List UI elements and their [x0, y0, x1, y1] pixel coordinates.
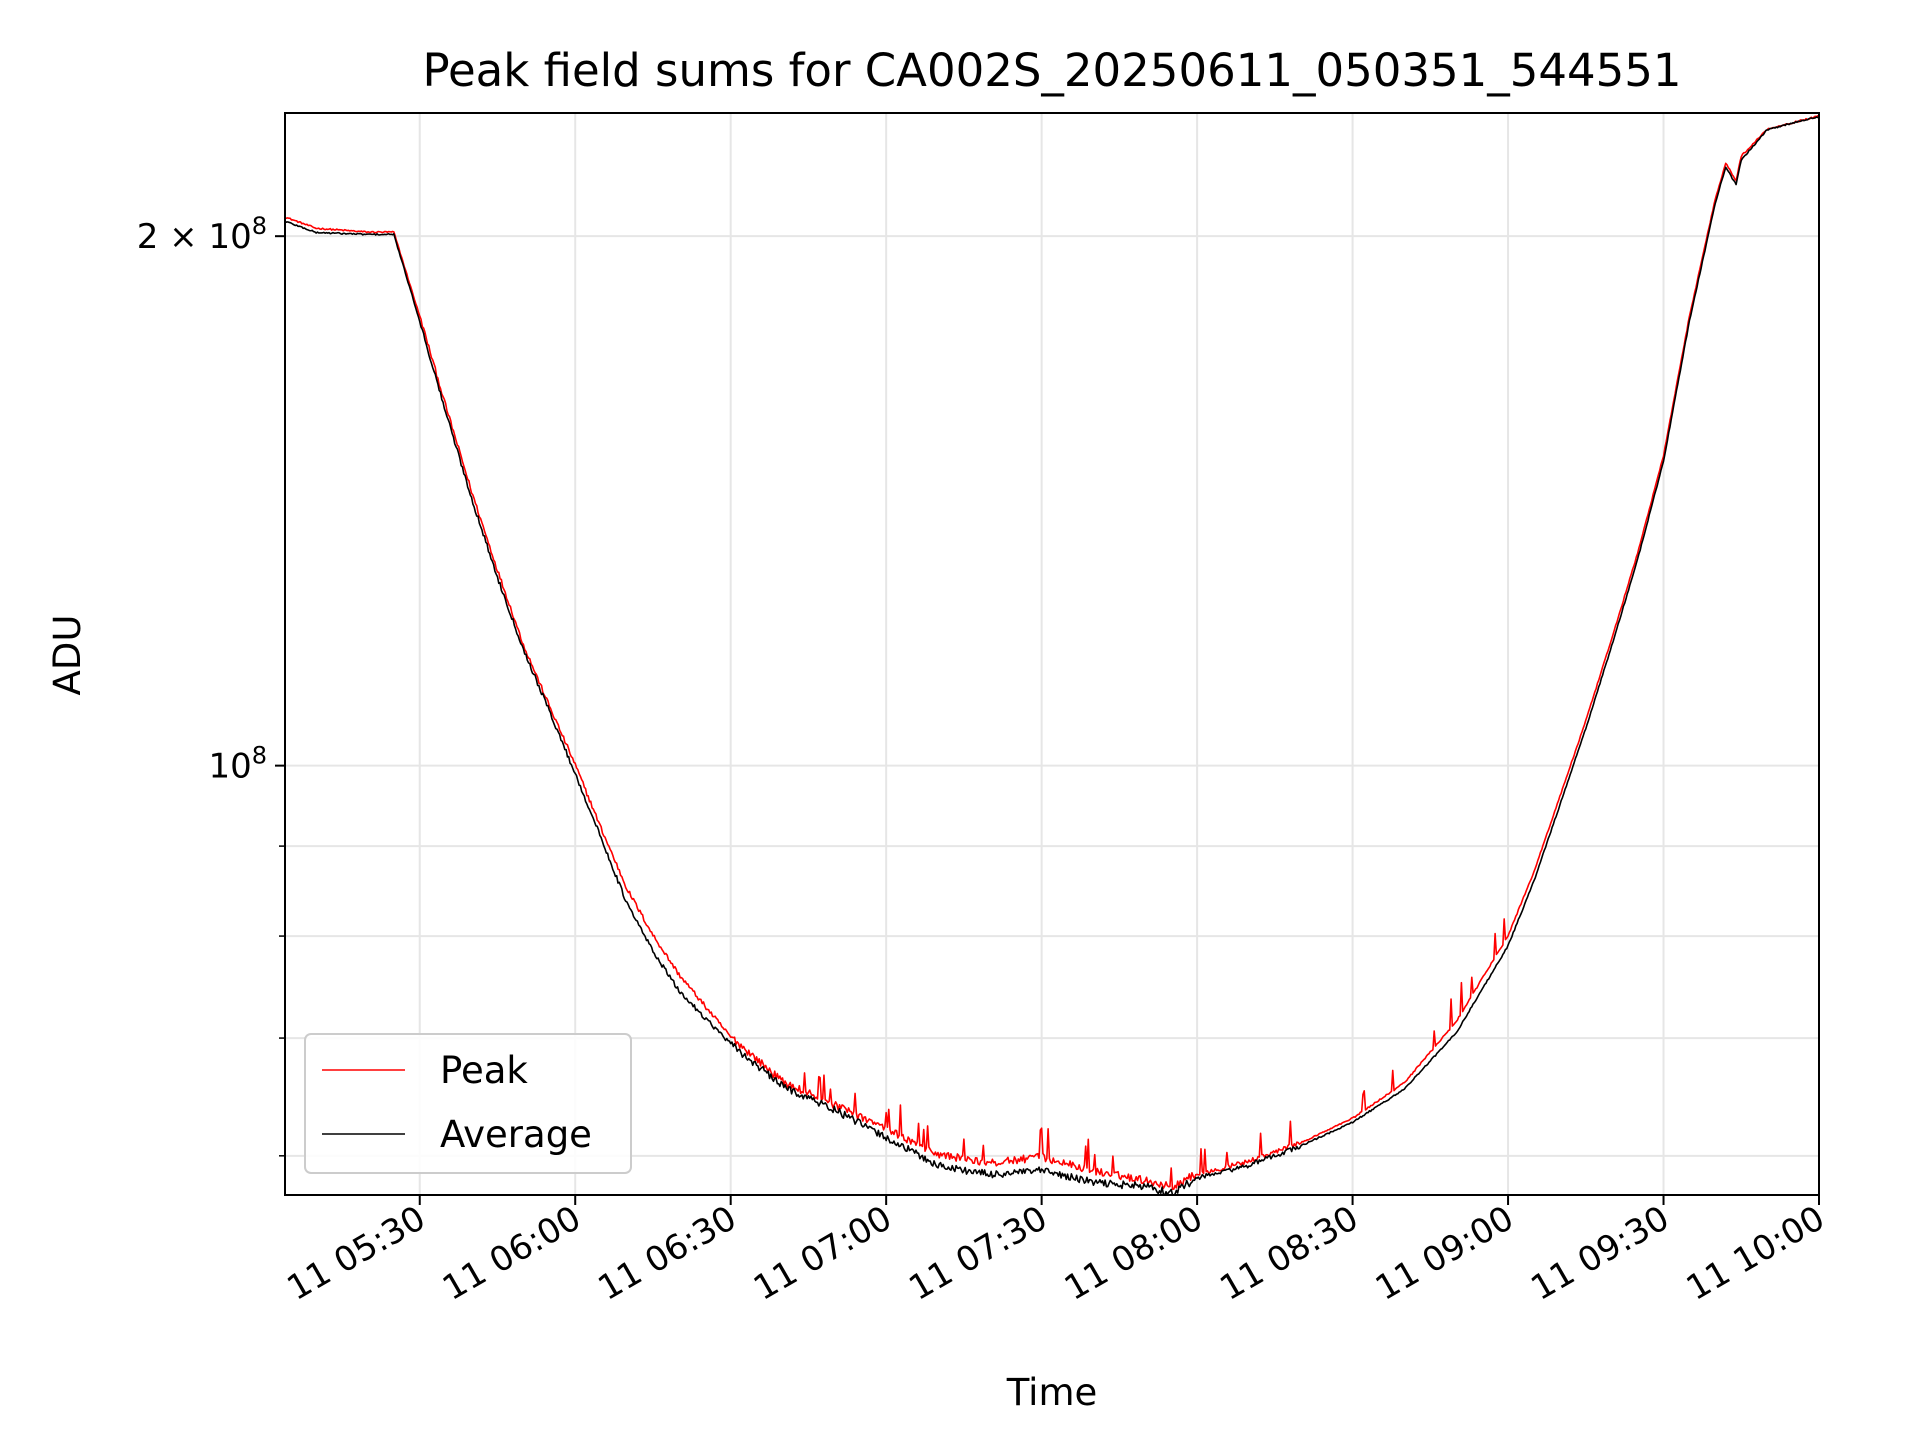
legend-label-average: Average [440, 1113, 592, 1156]
y-tick-label: 2 × 108 [137, 212, 267, 257]
legend-box [304, 1033, 632, 1174]
legend-label-peak: Peak [440, 1049, 528, 1092]
series-lines [285, 115, 1819, 1195]
plot-frame [284, 112, 1820, 1196]
y-axis-label: ADU [46, 615, 89, 696]
chart-title: Peak field sums for CA002S_20250611_0503… [422, 44, 1681, 97]
x-axis-label: Time [1006, 1371, 1098, 1414]
series-line-peak [285, 115, 1819, 1191]
legend: Peak Average [304, 1033, 632, 1174]
series-line-average [285, 116, 1819, 1195]
